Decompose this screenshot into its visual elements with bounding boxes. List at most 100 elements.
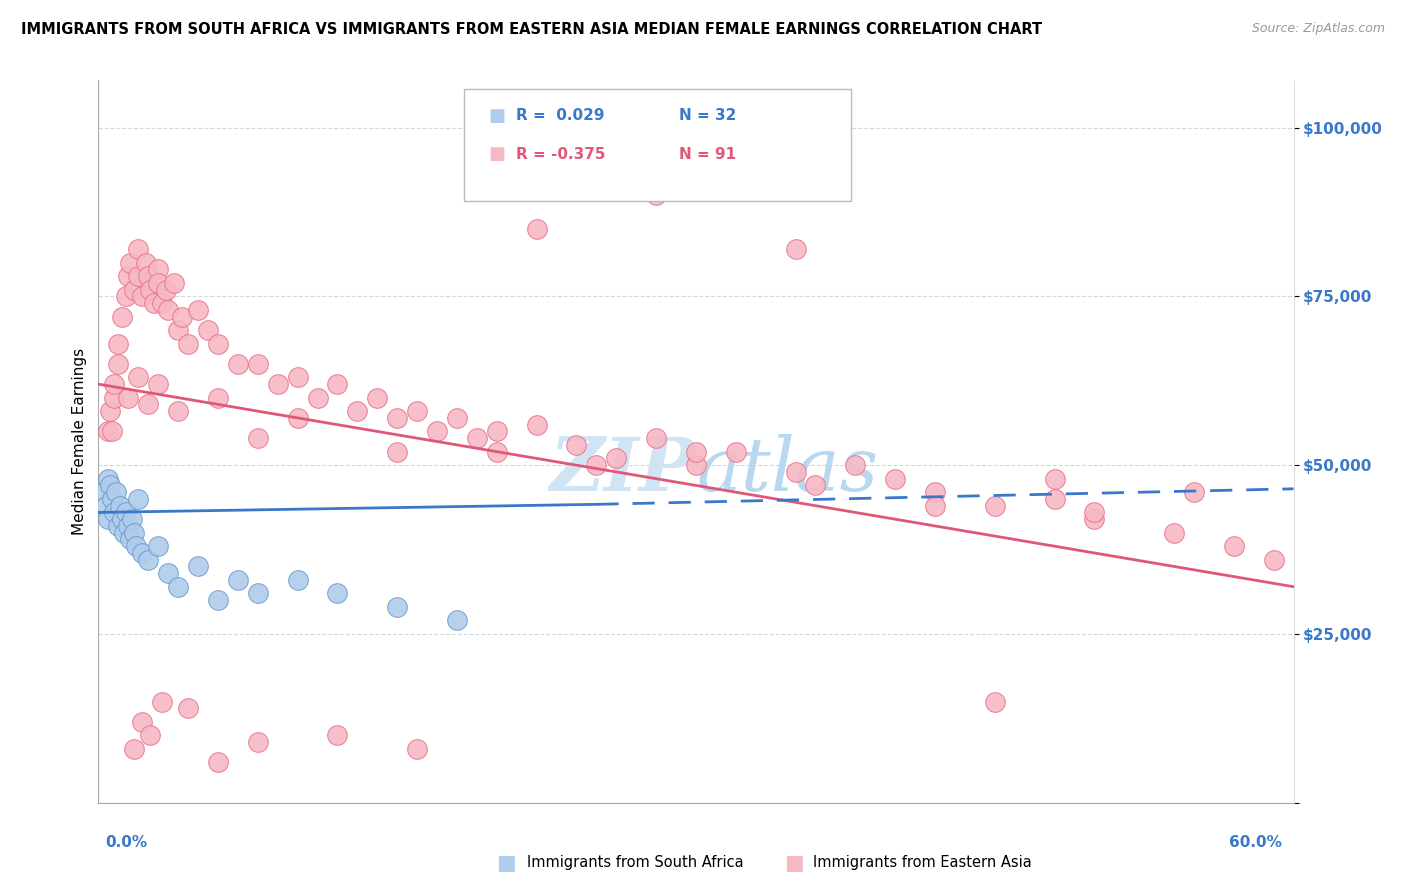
Point xyxy=(155,283,177,297)
Point xyxy=(526,222,548,236)
Point xyxy=(127,491,149,506)
Text: ZIP: ZIP xyxy=(550,434,696,507)
Point xyxy=(136,397,159,411)
Point xyxy=(804,478,827,492)
Point xyxy=(127,370,149,384)
Point xyxy=(565,438,588,452)
Point xyxy=(924,485,946,500)
Point xyxy=(97,472,120,486)
Point xyxy=(136,552,159,566)
Point xyxy=(136,269,159,284)
Point xyxy=(406,404,429,418)
Point xyxy=(148,276,170,290)
Point xyxy=(984,499,1007,513)
Point xyxy=(107,519,129,533)
Text: IMMIGRANTS FROM SOUTH AFRICA VS IMMIGRANTS FROM EASTERN ASIA MEDIAN FEMALE EARNI: IMMIGRANTS FROM SOUTH AFRICA VS IMMIGRAN… xyxy=(21,22,1042,37)
Point xyxy=(163,276,186,290)
Point xyxy=(117,519,139,533)
Text: N = 32: N = 32 xyxy=(679,109,737,123)
Point xyxy=(131,289,153,303)
Point xyxy=(111,310,134,324)
Point xyxy=(446,614,468,628)
Point xyxy=(110,499,132,513)
Point xyxy=(131,546,153,560)
Point xyxy=(98,478,122,492)
Point xyxy=(97,512,120,526)
Point xyxy=(485,425,508,439)
Y-axis label: Median Female Earnings: Median Female Earnings xyxy=(72,348,87,535)
Point xyxy=(143,296,166,310)
Point xyxy=(287,370,309,384)
Point xyxy=(97,425,120,439)
Point xyxy=(150,296,173,310)
Point xyxy=(105,485,128,500)
Point xyxy=(207,391,229,405)
Point xyxy=(645,188,668,202)
Point xyxy=(148,262,170,277)
Point xyxy=(101,491,124,506)
Point xyxy=(984,694,1007,708)
Text: Immigrants from Eastern Asia: Immigrants from Eastern Asia xyxy=(813,855,1032,870)
Point xyxy=(446,411,468,425)
Point xyxy=(207,593,229,607)
Point xyxy=(167,580,190,594)
Point xyxy=(366,391,388,405)
Point xyxy=(135,255,157,269)
Text: N = 91: N = 91 xyxy=(679,147,737,161)
Point xyxy=(326,586,349,600)
Point xyxy=(1223,539,1246,553)
Text: 60.0%: 60.0% xyxy=(1229,836,1282,850)
Point xyxy=(1043,472,1066,486)
Point xyxy=(1182,485,1205,500)
Point xyxy=(148,377,170,392)
Text: ■: ■ xyxy=(488,145,505,163)
Point xyxy=(526,417,548,432)
Point xyxy=(426,425,449,439)
Point xyxy=(125,539,148,553)
Point xyxy=(385,444,409,458)
Point xyxy=(307,391,329,405)
Point xyxy=(103,505,125,519)
Point xyxy=(844,458,866,472)
Point xyxy=(1083,512,1105,526)
Point xyxy=(117,269,139,284)
Point xyxy=(111,512,134,526)
Point xyxy=(117,391,139,405)
Point xyxy=(226,573,249,587)
Text: R = -0.375: R = -0.375 xyxy=(516,147,606,161)
Point xyxy=(107,336,129,351)
Point xyxy=(115,505,138,519)
Point xyxy=(346,404,368,418)
Point xyxy=(124,741,146,756)
Text: atlas: atlas xyxy=(696,434,879,507)
Point xyxy=(115,289,138,303)
Point xyxy=(1163,525,1185,540)
Point xyxy=(246,586,269,600)
Point xyxy=(924,499,946,513)
Point xyxy=(167,404,190,418)
Point xyxy=(785,242,807,256)
Point xyxy=(385,411,409,425)
Point xyxy=(645,431,668,445)
Point xyxy=(267,377,290,392)
Point xyxy=(187,302,209,317)
Point xyxy=(139,283,162,297)
Point xyxy=(96,499,118,513)
Point xyxy=(157,566,180,581)
Point xyxy=(93,485,115,500)
Point xyxy=(124,525,146,540)
Point xyxy=(1043,491,1066,506)
Point xyxy=(785,465,807,479)
Point xyxy=(685,458,707,472)
Point xyxy=(605,451,627,466)
Point xyxy=(485,444,508,458)
Point xyxy=(107,357,129,371)
Point xyxy=(150,694,173,708)
Point xyxy=(287,411,309,425)
Text: ■: ■ xyxy=(496,853,516,872)
Point xyxy=(207,756,229,770)
Point xyxy=(120,533,142,547)
Point xyxy=(127,242,149,256)
Point xyxy=(406,741,429,756)
Point xyxy=(124,283,146,297)
